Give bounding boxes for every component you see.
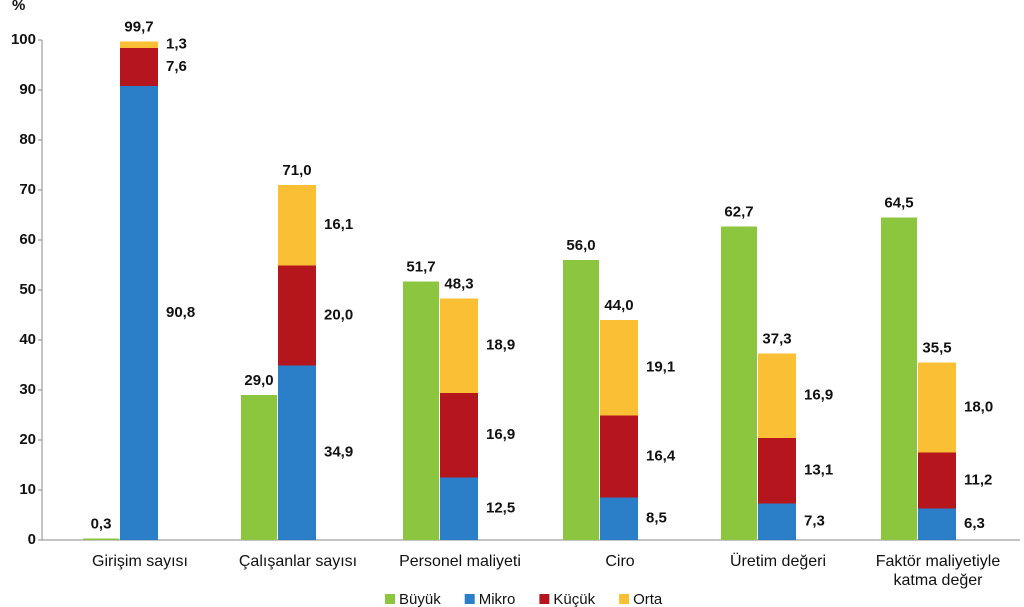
value-label: 18,9 bbox=[486, 337, 515, 354]
x-tick-label: Çalışanlar sayısı bbox=[238, 553, 358, 570]
bar-segment bbox=[278, 365, 316, 540]
y-tick-label: 80 bbox=[19, 131, 36, 148]
total-label: 35,5 bbox=[922, 339, 951, 356]
bar-segment bbox=[758, 438, 796, 504]
bar-segment bbox=[918, 452, 956, 509]
bar-segment bbox=[120, 48, 158, 86]
bar-segment bbox=[918, 362, 956, 453]
value-label: 11,2 bbox=[964, 471, 992, 488]
value-label: 20,0 bbox=[324, 306, 353, 323]
x-tick-label: Üretim değeri bbox=[729, 553, 827, 570]
y-tick-label: 20 bbox=[19, 431, 36, 448]
value-label: 64,5 bbox=[884, 194, 913, 211]
bar bbox=[563, 260, 599, 540]
y-tick-label: 10 bbox=[19, 481, 36, 498]
bar-segment bbox=[278, 265, 316, 366]
legend-swatch bbox=[539, 594, 550, 604]
bar-segment bbox=[600, 415, 638, 498]
y-tick-label: 50 bbox=[19, 281, 36, 298]
value-label: 7,6 bbox=[166, 58, 187, 75]
bar bbox=[881, 217, 917, 540]
value-label: 18,0 bbox=[964, 398, 993, 415]
value-label: 6,3 bbox=[964, 515, 985, 532]
bar-segment bbox=[278, 185, 316, 266]
value-label: 90,8 bbox=[166, 304, 195, 321]
y-tick-label: 60 bbox=[19, 231, 36, 248]
total-label: 48,3 bbox=[444, 275, 473, 292]
legend-label: Orta bbox=[633, 591, 663, 607]
bar-segment bbox=[120, 86, 158, 540]
value-label: 8,5 bbox=[646, 510, 667, 527]
value-label: 13,1 bbox=[804, 462, 833, 479]
value-label: 12,5 bbox=[486, 500, 515, 517]
y-tick-label: 0 bbox=[28, 531, 36, 548]
bar bbox=[241, 395, 277, 540]
y-tick-label: 90 bbox=[19, 81, 36, 98]
total-label: 99,7 bbox=[124, 18, 153, 35]
bar-segment bbox=[120, 41, 158, 48]
value-label: 16,9 bbox=[486, 426, 515, 443]
y-tick-label: 30 bbox=[19, 381, 36, 398]
total-label: 44,0 bbox=[604, 297, 633, 314]
bar-segment bbox=[758, 503, 796, 540]
y-tick-label: 40 bbox=[19, 331, 36, 348]
legend-label: Mikro bbox=[479, 591, 516, 607]
bar-segment bbox=[600, 320, 638, 416]
legend-swatch bbox=[619, 594, 630, 604]
legend-swatch bbox=[464, 594, 475, 604]
value-label: 1,3 bbox=[166, 36, 187, 53]
value-label: 7,3 bbox=[804, 513, 825, 530]
bar-segment bbox=[440, 477, 478, 540]
x-tick-label: Personel maliyeti bbox=[399, 553, 521, 570]
value-label: 56,0 bbox=[566, 237, 595, 254]
value-label: 62,7 bbox=[724, 203, 753, 220]
x-tick-label: Faktör maliyetiyle katma değer bbox=[875, 553, 1001, 589]
value-label: 16,4 bbox=[646, 447, 676, 464]
value-label: 34,9 bbox=[324, 444, 353, 461]
y-axis-label: % bbox=[12, 0, 25, 14]
value-label: 0,3 bbox=[91, 515, 112, 532]
x-tick-label: Girişim sayısı bbox=[92, 553, 188, 570]
legend-swatch bbox=[385, 594, 395, 604]
bar bbox=[721, 226, 757, 540]
legend-label: Büyük bbox=[399, 591, 441, 607]
legend-label: Küçük bbox=[553, 591, 595, 607]
bar-segment bbox=[918, 508, 956, 540]
value-label: 29,0 bbox=[244, 372, 273, 389]
value-label: 16,9 bbox=[804, 387, 833, 404]
bar-segment bbox=[440, 393, 478, 478]
y-tick-label: 70 bbox=[19, 181, 36, 198]
x-tick-label: Ciro bbox=[605, 553, 635, 570]
bar-segment bbox=[600, 497, 638, 540]
total-label: 71,0 bbox=[282, 162, 311, 179]
value-label: 16,1 bbox=[324, 216, 353, 233]
bar bbox=[403, 281, 439, 540]
value-label: 19,1 bbox=[646, 359, 675, 376]
bar bbox=[83, 538, 119, 540]
bar-segment bbox=[758, 353, 796, 438]
value-label: 51,7 bbox=[406, 258, 435, 275]
total-label: 37,3 bbox=[762, 330, 791, 347]
bar-segment bbox=[440, 298, 478, 393]
y-tick-label: 100 bbox=[11, 31, 36, 48]
